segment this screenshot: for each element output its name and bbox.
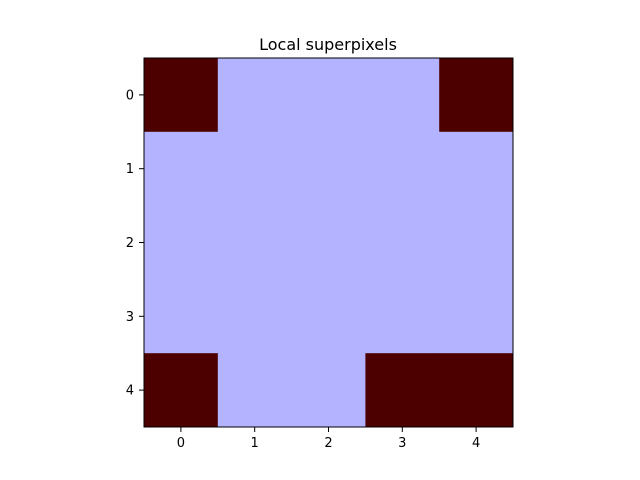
heatmap-cells [144, 58, 514, 428]
heatmap-cell-r3-c2 [291, 279, 366, 354]
heatmap-cell-r3-c1 [217, 279, 293, 354]
y-tick-label: 1 [126, 162, 134, 177]
heatmap-cell-r0-c4 [439, 58, 514, 133]
heatmap-cell-r0-c2 [291, 58, 366, 133]
plot-area [143, 57, 514, 428]
heatmap-cell-r2-c0 [144, 205, 219, 280]
heatmap-cell-r4-c1 [217, 353, 293, 428]
heatmap-cell-r1-c3 [365, 131, 440, 207]
y-tick-label: 4 [126, 384, 134, 399]
heatmap-cell-r1-c4 [439, 131, 514, 207]
heatmap-cell-r0-c1 [217, 58, 293, 133]
x-tick-label: 0 [177, 436, 185, 451]
heatmap-cell-r2-c4 [439, 205, 514, 280]
y-tick-label: 3 [126, 310, 134, 325]
y-axis: 0 1 2 3 4 [126, 88, 144, 399]
x-tick-label: 1 [251, 436, 259, 451]
heatmap-cell-r0-c3 [365, 58, 440, 133]
heatmap-cell-r1-c0 [144, 131, 219, 207]
y-tick-label: 0 [126, 88, 134, 103]
heatmap-cell-r4-c2 [291, 353, 366, 428]
heatmap-cell-r4-c0 [144, 353, 219, 428]
heatmap-cell-r3-c3 [365, 279, 440, 354]
heatmap-cell-r0-c0 [144, 58, 219, 133]
heatmap-cell-r3-c0 [144, 279, 219, 354]
heatmap-cell-r4-c3 [365, 353, 440, 428]
heatmap-cell-r2-c1 [217, 205, 293, 280]
heatmap-cell-r2-c2 [291, 205, 366, 280]
x-tick-label: 2 [324, 436, 332, 451]
x-tick-label: 3 [398, 436, 406, 451]
x-axis: 0 1 2 3 4 [177, 427, 480, 451]
heatmap-cell-r2-c3 [365, 205, 440, 280]
heatmap-cell-r1-c2 [291, 131, 366, 207]
heatmap-cell-r1-c1 [217, 131, 293, 207]
x-tick-label: 4 [472, 436, 480, 451]
heatmap-cell-r4-c4 [439, 353, 514, 428]
chart-title: Local superpixels [259, 35, 397, 54]
y-tick-label: 2 [126, 236, 134, 251]
heatmap-cell-r3-c4 [439, 279, 514, 354]
